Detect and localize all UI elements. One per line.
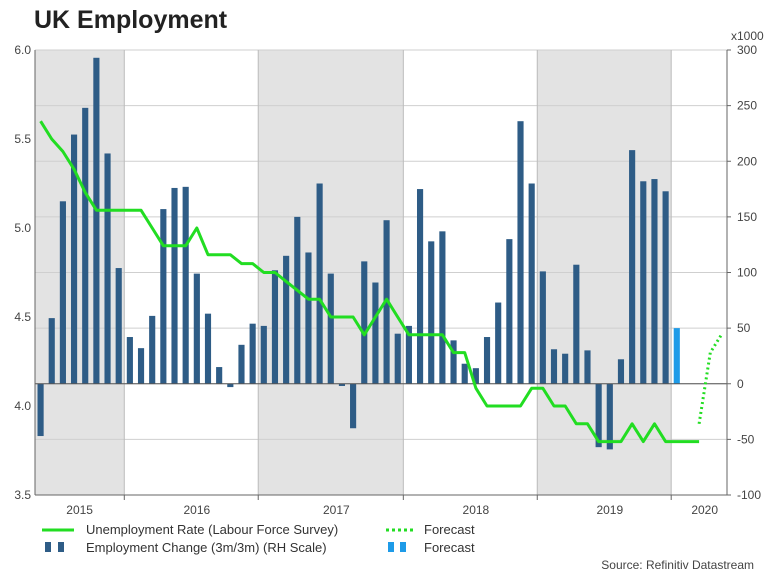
bar [238, 344, 245, 384]
legend-bar-swatch-1 [45, 542, 51, 552]
gridlines [35, 49, 727, 496]
bar [327, 273, 334, 384]
left-tick-label: 4.5 [14, 310, 31, 324]
bar-forecast [673, 328, 680, 384]
bar [640, 181, 647, 384]
bar [305, 252, 312, 384]
bar [629, 150, 636, 384]
x-tick-label: 2016 [183, 503, 210, 517]
bar [115, 268, 122, 384]
bar [562, 353, 569, 384]
x-tick-label: 2020 [691, 503, 718, 517]
bar [350, 383, 357, 429]
bar [104, 153, 111, 384]
right-tick-label: 0 [737, 377, 744, 391]
bar [405, 325, 412, 384]
chart-title: UK Employment [34, 6, 228, 34]
bar [227, 383, 234, 388]
bar [271, 270, 279, 384]
bar [662, 191, 669, 384]
bar [361, 261, 368, 384]
legend-line-label: Unemployment Rate (Labour Force Survey) [86, 522, 338, 537]
bar [595, 383, 602, 448]
bar [550, 349, 558, 384]
bar [528, 183, 535, 384]
unemployment-line-group [39, 120, 723, 444]
left-axis-ticks: 6.0 5.5 5.0 4.5 4.0 3.5 [14, 43, 31, 502]
right-tick-label: -100 [737, 488, 761, 502]
legend-bar-forecast-swatch-1 [388, 542, 394, 552]
bar [606, 383, 613, 450]
bar [137, 348, 145, 384]
left-tick-label: 5.0 [14, 221, 31, 235]
x-tick-label: 2017 [323, 503, 350, 517]
right-axis-ticks: 300 250 200 150 100 50 0 -50 -100 [727, 43, 761, 502]
bar [126, 337, 133, 384]
right-tick-label: 100 [737, 266, 757, 280]
bar [249, 323, 256, 384]
x-tick-label: 2015 [66, 503, 93, 517]
bar [37, 383, 44, 437]
bar [260, 325, 267, 384]
bar [149, 315, 156, 384]
left-tick-label: 4.0 [14, 399, 31, 413]
legend-line-forecast-label: Forecast [424, 522, 475, 537]
left-tick-label: 6.0 [14, 43, 31, 57]
bar [428, 241, 435, 384]
bar [193, 273, 200, 384]
bar [204, 313, 212, 384]
bar [82, 107, 89, 384]
bar [573, 264, 580, 384]
bar [495, 302, 502, 384]
source-note: Source: Refinitiv Datastream [601, 558, 754, 572]
right-tick-label: 150 [737, 210, 757, 224]
bar [182, 186, 189, 384]
x-tick-label: 2018 [463, 503, 490, 517]
legend-bar-forecast-label: Forecast [424, 540, 475, 555]
bar [283, 255, 290, 384]
bar [483, 337, 491, 384]
legend-bar-label: Employment Change (3m/3m) (RH Scale) [86, 540, 327, 555]
right-tick-label: 200 [737, 154, 757, 168]
bar [160, 209, 167, 384]
left-tick-label: 5.5 [14, 132, 31, 146]
right-tick-label: -50 [737, 432, 755, 446]
bar [651, 179, 658, 384]
legend-bar-swatch-2 [58, 542, 64, 552]
unemployment-line [39, 120, 700, 444]
bar [316, 183, 323, 384]
bar [93, 57, 100, 384]
bar [517, 121, 524, 384]
bar [171, 187, 178, 384]
bar [617, 359, 625, 384]
right-tick-label: 250 [737, 99, 757, 113]
bar [294, 216, 301, 384]
bar [48, 318, 55, 384]
bar [439, 231, 446, 384]
bar [338, 383, 346, 386]
bar [450, 340, 457, 384]
bar [216, 367, 223, 384]
right-tick-label: 300 [737, 43, 757, 57]
bar [394, 333, 401, 384]
bar [416, 189, 424, 384]
bar [539, 271, 546, 384]
x-axis-ticks: 2015 2016 2017 2018 2019 2020 [66, 495, 718, 517]
left-tick-label: 3.5 [14, 488, 31, 502]
legend: Unemployment Rate (Labour Force Survey) … [42, 522, 475, 555]
bar [372, 282, 379, 384]
bar [472, 368, 479, 384]
right-axis-unit-label: x1000 [731, 29, 764, 43]
legend-bar-forecast-swatch-2 [400, 542, 406, 552]
bar [59, 201, 66, 384]
bar [506, 239, 513, 384]
right-tick-label: 50 [737, 321, 751, 335]
unemployment-forecast-line [697, 334, 723, 425]
bar [70, 134, 78, 384]
x-tick-label: 2019 [596, 503, 623, 517]
bar [584, 350, 591, 384]
bar [461, 363, 468, 384]
